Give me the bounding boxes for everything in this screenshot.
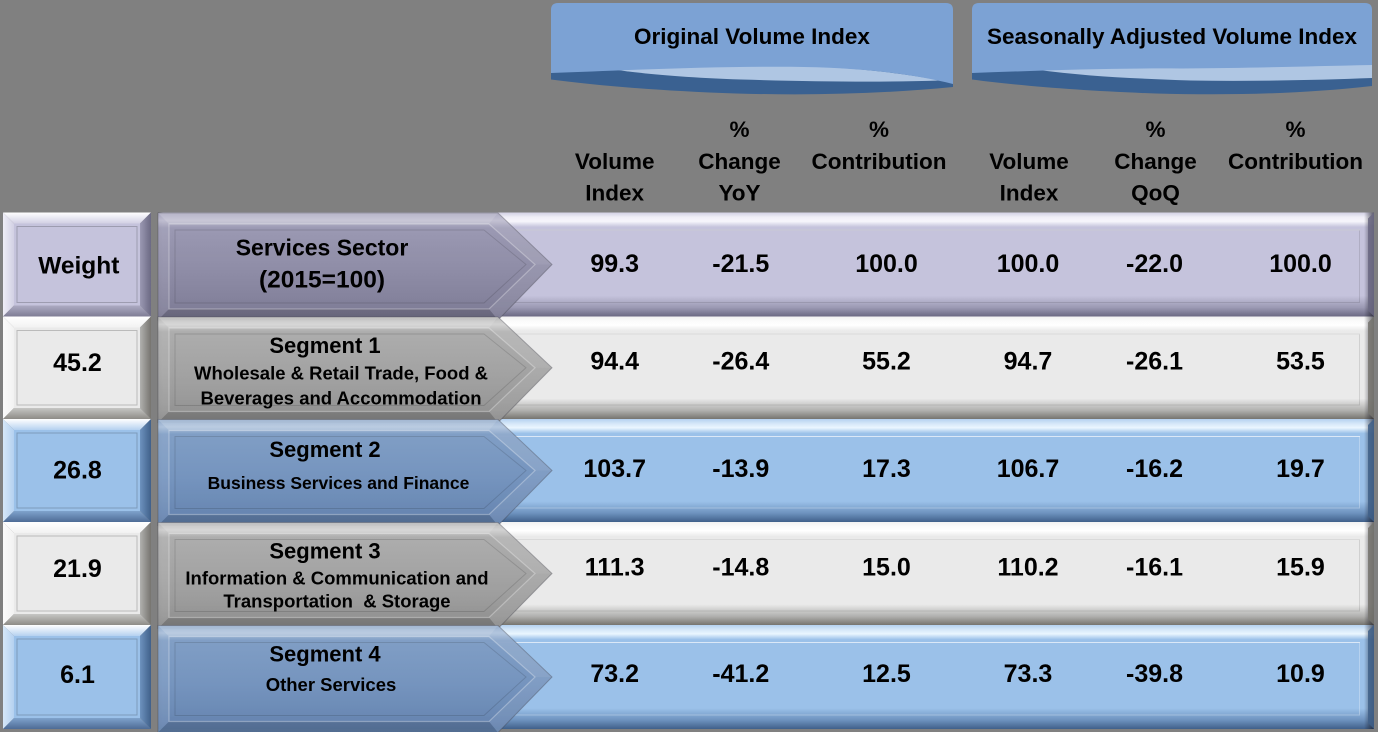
svg-text:Weight: Weight [38, 252, 119, 279]
svg-text:Beverages and Accommodation: Beverages and Accommodation [200, 388, 481, 409]
svg-text:-26.1: -26.1 [1126, 348, 1183, 376]
svg-text:99.3: 99.3 [590, 250, 639, 278]
svg-text:Wholesale & Retail Trade, Food: Wholesale & Retail Trade, Food & [194, 363, 488, 384]
svg-text:Segment 4: Segment 4 [269, 642, 381, 667]
svg-text:%: % [869, 117, 889, 142]
svg-text:Segment 2: Segment 2 [269, 437, 380, 462]
svg-text:103.7: 103.7 [583, 455, 646, 483]
svg-text:Index: Index [585, 181, 644, 206]
svg-text:Index: Index [1000, 181, 1059, 206]
svg-text:-16.2: -16.2 [1126, 455, 1183, 483]
svg-text:55.2: 55.2 [862, 348, 911, 376]
svg-text:94.4: 94.4 [590, 348, 639, 376]
svg-text:45.2: 45.2 [53, 349, 102, 377]
svg-text:12.5: 12.5 [862, 660, 911, 688]
svg-text:-41.2: -41.2 [712, 660, 769, 688]
svg-text:QoQ: QoQ [1131, 181, 1180, 206]
svg-text:111.3: 111.3 [585, 554, 645, 582]
svg-text:110.2: 110.2 [997, 554, 1058, 582]
svg-text:73.2: 73.2 [590, 660, 639, 688]
svg-text:%: % [1285, 117, 1305, 142]
svg-text:6.1: 6.1 [60, 661, 95, 689]
svg-text:%: % [1145, 117, 1165, 142]
svg-text:-14.8: -14.8 [712, 554, 769, 582]
svg-text:Volume: Volume [575, 149, 655, 174]
svg-text:17.3: 17.3 [862, 455, 911, 483]
svg-text:-26.4: -26.4 [712, 348, 769, 376]
svg-text:100.0: 100.0 [1269, 250, 1332, 278]
svg-text:21.9: 21.9 [53, 555, 102, 583]
svg-text:Business Services and Finance: Business Services and Finance [208, 473, 470, 493]
svg-text:100.0: 100.0 [997, 250, 1060, 278]
svg-text:Change: Change [1114, 149, 1197, 174]
svg-text:Change: Change [698, 149, 781, 174]
svg-text:26.8: 26.8 [53, 456, 102, 484]
svg-text:Original Volume Index: Original Volume Index [634, 24, 870, 49]
svg-text:Volume: Volume [989, 149, 1069, 174]
svg-text:Segment 3: Segment 3 [269, 539, 380, 564]
svg-text:%: % [729, 117, 749, 142]
svg-text:(2015=100): (2015=100) [259, 266, 385, 293]
svg-text:Seasonally Adjusted Volume Ind: Seasonally Adjusted Volume Index [987, 24, 1358, 49]
svg-text:106.7: 106.7 [997, 455, 1060, 483]
svg-text:100.0: 100.0 [855, 250, 918, 278]
svg-text:53.5: 53.5 [1276, 348, 1325, 376]
svg-text:-21.5: -21.5 [712, 250, 769, 278]
svg-text:-13.9: -13.9 [712, 455, 769, 483]
svg-text:Segment 1: Segment 1 [269, 333, 380, 358]
svg-text:-39.8: -39.8 [1126, 660, 1183, 688]
svg-text:YoY: YoY [718, 181, 760, 206]
svg-text:Information & Communication an: Information & Communication and [185, 568, 488, 589]
svg-text:-16.1: -16.1 [1126, 554, 1183, 582]
svg-text:15.9: 15.9 [1276, 554, 1325, 582]
svg-text:19.7: 19.7 [1276, 455, 1325, 483]
svg-text:Contribution: Contribution [1228, 149, 1363, 174]
svg-text:10.9: 10.9 [1276, 660, 1325, 688]
svg-text:Services Sector: Services Sector [236, 234, 409, 260]
svg-text:15.0: 15.0 [862, 554, 911, 582]
svg-text:Transportation & Storage: Transportation & Storage [223, 591, 450, 612]
svg-text:94.7: 94.7 [1004, 348, 1053, 376]
svg-text:Contribution: Contribution [812, 149, 947, 174]
svg-text:-22.0: -22.0 [1126, 250, 1183, 278]
svg-text:73.3: 73.3 [1004, 660, 1053, 688]
svg-text:Other Services: Other Services [266, 674, 397, 695]
